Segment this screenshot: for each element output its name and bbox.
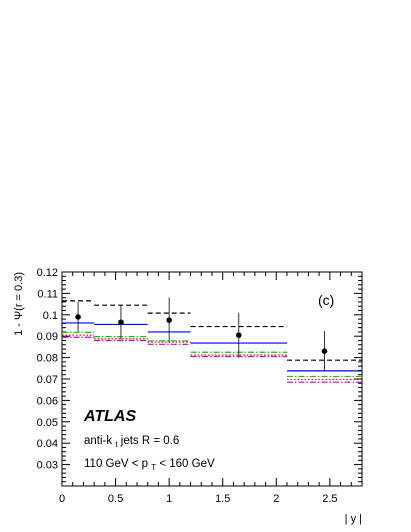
data-point bbox=[166, 317, 172, 323]
pt-line-sub: T bbox=[151, 463, 156, 472]
data-points bbox=[75, 297, 328, 372]
series-lines bbox=[62, 300, 362, 383]
data-point bbox=[75, 314, 81, 320]
y-tick-label: 0.07 bbox=[37, 374, 58, 386]
y-tick-label: 0.03 bbox=[37, 460, 58, 472]
y-axis-title: 1 - Ψ(r = 0.3) bbox=[13, 272, 25, 336]
x-tick-label: 2.5 bbox=[322, 493, 337, 505]
x-tick-labels: 0 0.5 1 1.5 2 2.5 bbox=[59, 493, 338, 505]
jet-algorithm-label: anti-k t jets R = 0.6 bbox=[84, 435, 179, 450]
x-axis-title: | y | bbox=[345, 513, 362, 525]
y-tick-label: 0.12 bbox=[37, 267, 58, 279]
pt-line-pre: 110 GeV < p bbox=[84, 458, 148, 470]
panel-label: (c) bbox=[318, 292, 334, 308]
y-tick-label: 0.04 bbox=[37, 438, 58, 450]
x-tick-label: 1.5 bbox=[215, 493, 230, 505]
pt-range-label: 110 GeV < p T < 160 GeV bbox=[84, 458, 215, 473]
data-point bbox=[321, 348, 328, 354]
x-tick-label: 2 bbox=[273, 493, 279, 505]
y-tick-label: 0.05 bbox=[37, 417, 58, 429]
x-tick-label: 0.5 bbox=[108, 493, 123, 505]
jet-line-pre: anti-k bbox=[84, 435, 112, 447]
y-tick-label: 0.1 bbox=[43, 310, 58, 322]
x-tick-label: 1 bbox=[166, 493, 172, 505]
jet-line-sub: t bbox=[115, 440, 118, 449]
axis-ticks bbox=[61, 271, 363, 487]
y-tick-label: 0.11 bbox=[37, 288, 58, 300]
x-tick-label: 0 bbox=[59, 493, 65, 505]
y-tick-label: 0.09 bbox=[37, 331, 58, 343]
y-tick-label: 0.06 bbox=[37, 395, 58, 407]
plot-frame bbox=[61, 271, 363, 487]
data-point bbox=[118, 319, 124, 326]
jet-line-post: jets R = 0.6 bbox=[120, 435, 180, 447]
atlas-label: ATLAS bbox=[83, 408, 136, 425]
y-tick-labels: 0.03 0.04 0.05 0.06 0.07 0.08 0.09 0.1 0.11 0.12 bbox=[37, 267, 58, 472]
y-tick-label: 0.08 bbox=[37, 353, 58, 365]
data-point bbox=[235, 332, 242, 338]
pt-line-post: < 160 GeV bbox=[159, 458, 215, 470]
